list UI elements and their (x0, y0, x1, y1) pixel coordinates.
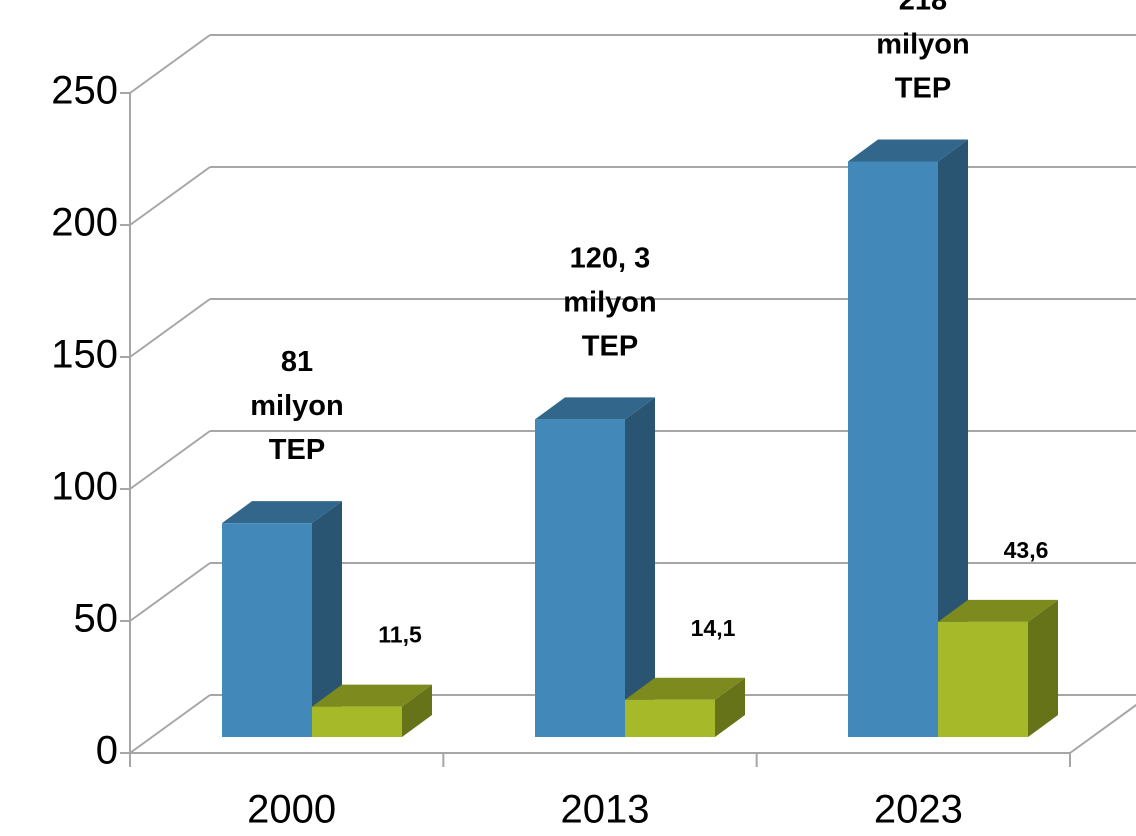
grid-line (129, 34, 211, 94)
bar-front (312, 706, 402, 737)
bar (848, 139, 968, 738)
bar-side (1028, 599, 1058, 737)
x-tick-label: 2013 (561, 788, 650, 832)
grid-line (129, 562, 211, 622)
y-tick-label: 200 (51, 201, 118, 245)
y-tick-label: 50 (74, 597, 119, 641)
bar-top (222, 501, 342, 524)
bar-top (312, 684, 432, 707)
data-label: 14,1 (691, 615, 736, 641)
bar-front (938, 621, 1028, 737)
y-tick-label: 250 (51, 69, 118, 113)
bar (625, 677, 745, 737)
grid-line (129, 694, 211, 754)
bar-front (625, 699, 715, 737)
bar (312, 684, 432, 737)
data-label: 11,5 (378, 622, 422, 648)
bar-front (848, 161, 938, 738)
bar-top (535, 397, 655, 420)
bar-top (848, 139, 968, 162)
bar-side (402, 684, 432, 737)
data-label: 43,6 (1004, 537, 1049, 563)
data-label: 81 milyon TEP (250, 346, 343, 466)
data-label: 218 milyon TEP (876, 0, 969, 104)
grid-line (129, 166, 211, 226)
bar-side (312, 501, 342, 737)
grid-line (129, 298, 211, 358)
bar-side (625, 397, 655, 737)
y-tick-label: 0 (96, 729, 118, 773)
x-tick-label: 2000 (247, 788, 336, 832)
bar-top (625, 677, 745, 700)
bar-top (938, 599, 1058, 622)
data-label: 120, 3 milyon TEP (563, 242, 656, 362)
bar-front (222, 523, 312, 737)
bar-front (535, 419, 625, 737)
y-tick-label: 100 (51, 465, 118, 509)
x-tick-label: 2023 (874, 788, 963, 832)
bar-side (715, 677, 745, 737)
bar (222, 501, 342, 737)
bar (535, 397, 655, 737)
bar (938, 599, 1058, 737)
grid-line (129, 430, 211, 490)
bar-side (938, 139, 968, 738)
floor-edge (1069, 703, 1136, 754)
y-tick-label: 150 (51, 333, 118, 377)
